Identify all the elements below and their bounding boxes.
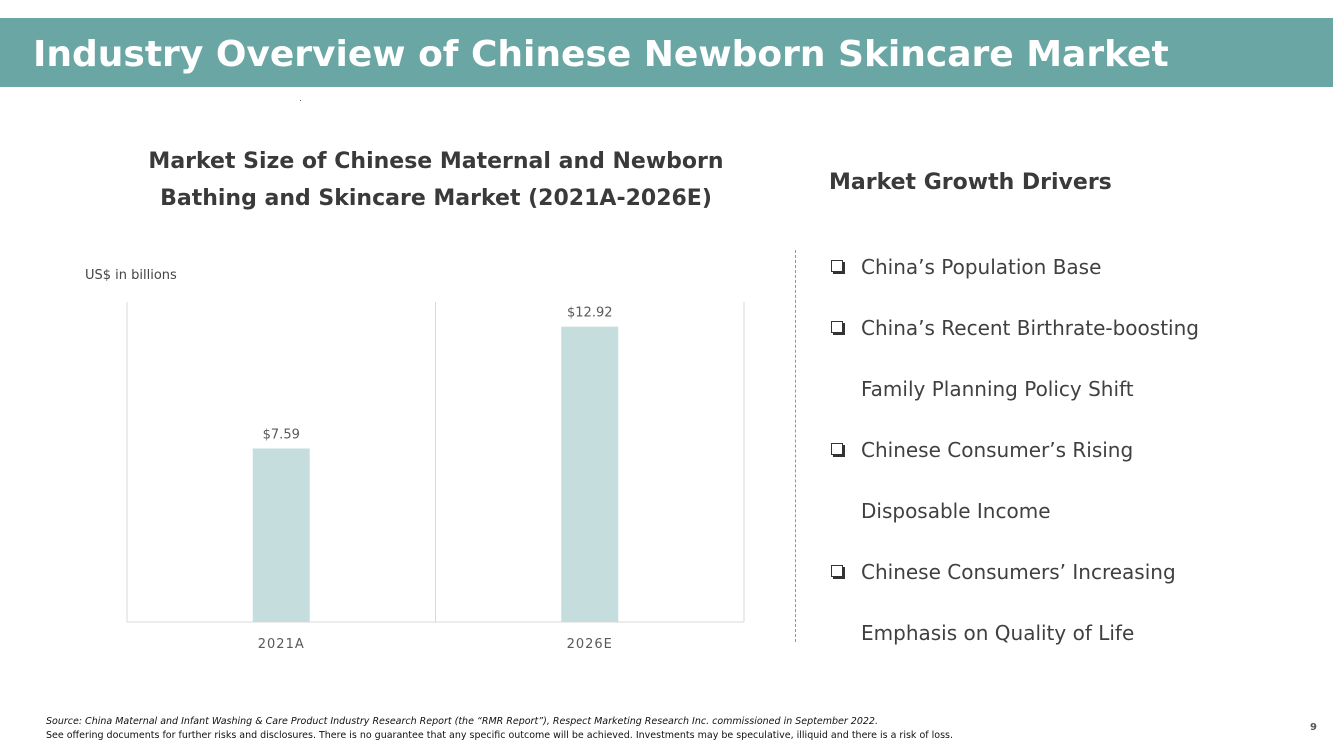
checkbox-bullet-icon bbox=[831, 321, 843, 333]
driver-item-2: China’s Recent Birthrate-boosting Family… bbox=[829, 298, 1241, 420]
source-citation: Source: China Maternal and Infant Washin… bbox=[46, 716, 878, 727]
disclaimer-text: See offering documents for further risks… bbox=[46, 730, 953, 741]
checkbox-bullet-icon bbox=[831, 443, 843, 455]
chart-tick-label: 2026E bbox=[567, 637, 613, 652]
driver-item-text: Chinese Consumers’ Increasing bbox=[861, 560, 1176, 584]
chart-bar bbox=[252, 448, 310, 622]
title-band bbox=[0, 18, 1333, 87]
chart-data-label: $7.59 bbox=[263, 428, 300, 443]
driver-item-text-cont: Emphasis on Quality of Life bbox=[861, 621, 1135, 645]
chart-bars bbox=[252, 326, 619, 622]
driver-item-text-cont: Family Planning Policy Shift bbox=[861, 377, 1134, 401]
source-note: Source: China Maternal and Infant Washin… bbox=[46, 715, 953, 743]
drivers-list: China’s Population Base China’s Recent B… bbox=[829, 237, 1241, 664]
driver-item-4: Chinese Consumers’ Increasing Emphasis o… bbox=[829, 542, 1241, 664]
page-number: 9 bbox=[1310, 722, 1317, 733]
driver-item-text: China’s Recent Birthrate-boosting bbox=[861, 316, 1199, 340]
chart-bar bbox=[561, 326, 619, 622]
driver-item-text-cont: Disposable Income bbox=[861, 499, 1051, 523]
checkbox-bullet-icon bbox=[831, 260, 843, 272]
driver-item-1: China’s Population Base bbox=[829, 237, 1241, 298]
decorative-dot bbox=[300, 100, 301, 101]
checkbox-bullet-icon bbox=[831, 565, 843, 577]
divider-line bbox=[795, 250, 796, 642]
chart-title-line2: Bathing and Skincare Market (2021A-2026E… bbox=[160, 186, 712, 211]
driver-item-3: Chinese Consumer’s Rising Disposable Inc… bbox=[829, 420, 1241, 542]
chart-data-label: $12.92 bbox=[567, 306, 613, 321]
chart-title-line1: Market Size of Chinese Maternal and Newb… bbox=[148, 149, 724, 174]
driver-item-text: China’s Population Base bbox=[861, 255, 1102, 279]
chart-title: Market Size of Chinese Maternal and Newb… bbox=[136, 143, 736, 217]
drivers-title: Market Growth Drivers bbox=[829, 170, 1112, 195]
chart-labels: $7.59 2021A $12.92 2026E bbox=[258, 306, 613, 652]
chart-unit-label: US$ in billions bbox=[85, 268, 177, 283]
chart-frame bbox=[126, 302, 745, 623]
driver-item-text: Chinese Consumer’s Rising bbox=[861, 438, 1134, 462]
chart-tick-label: 2021A bbox=[258, 637, 305, 652]
slide-title: Industry Overview of Chinese Newborn Ski… bbox=[33, 34, 1169, 75]
